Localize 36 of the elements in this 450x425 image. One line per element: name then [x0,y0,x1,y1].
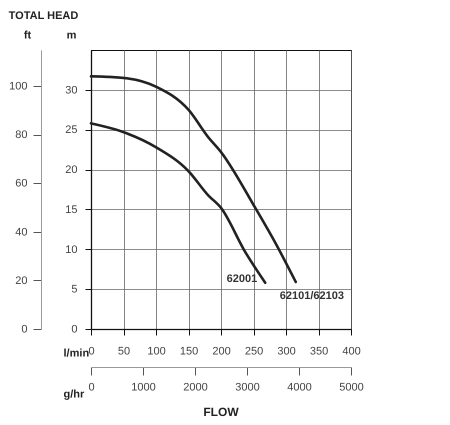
x2-tick-label: 1000 [131,382,156,394]
y-tick-label: 5 [71,284,78,296]
x2-tick-label: 2000 [183,382,208,394]
y2-tick-label: 80 [15,129,28,142]
x-tick-label: 350 [310,346,328,358]
y2-tick-label: 0 [21,324,28,336]
line-series [90,122,266,284]
x-axis-title: l/min [64,348,90,360]
x-tick-label: 200 [212,346,231,358]
y-tick-label: 0 [71,324,78,336]
x-tick-label: 100 [147,346,166,358]
x2-tick-label: 3000 [235,382,260,394]
y2-axis-title: ft [24,30,32,42]
x-tick-label: 50 [118,346,130,358]
y2-tick-label: 60 [15,178,28,190]
x-tick-label: 400 [342,346,361,358]
x-tick-label: 250 [244,346,264,358]
y-tick-label: 30 [65,84,78,96]
y-tick-label: 15 [65,204,78,216]
y-axis-title: m [66,30,77,42]
y-tick-label: 20 [65,164,78,176]
y2-tick-label: 20 [15,274,28,287]
line-series [90,75,298,284]
y2-tick-label: 100 [9,80,28,92]
x-tick-label: 300 [277,346,296,358]
x-tick-label: 0 [88,346,95,358]
text: FLOW [203,405,240,419]
x2-tick-label: 0 [88,382,95,394]
y2-tick-label: 40 [15,226,28,238]
x2-tick-label: 4000 [287,382,312,394]
x2-axis-title: g/hr [64,388,85,400]
x-tick-label: 150 [180,346,198,358]
x2-tick-label: 5000 [339,382,364,394]
chart-title: TOTAL HEAD [8,10,78,22]
y-tick-label: 25 [65,124,78,136]
y-tick-label: 10 [65,244,78,256]
